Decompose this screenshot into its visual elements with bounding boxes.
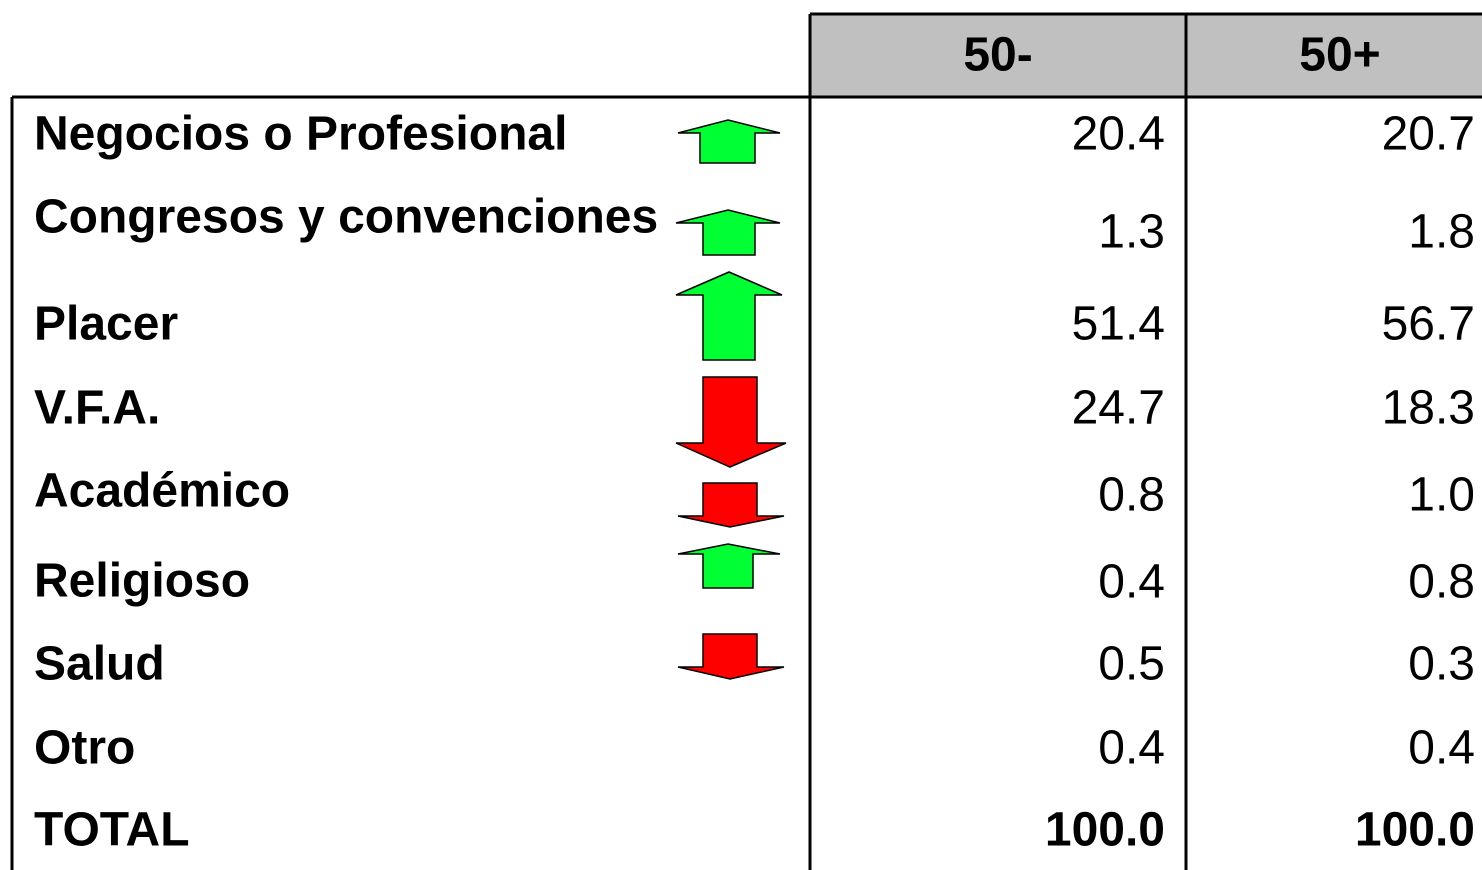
row-label: Placer (34, 298, 178, 351)
cell-value: 0.5 (1098, 638, 1165, 691)
cell-value: 0.4 (1098, 556, 1165, 609)
cell-value: 0.8 (1098, 469, 1165, 522)
row-label: Congresos y convenciones (34, 191, 658, 244)
header-background (810, 14, 1482, 97)
column-header: 50- (963, 29, 1032, 82)
arrow-up (677, 543, 781, 589)
row-label: TOTAL (34, 804, 190, 857)
row-label: Salud (34, 638, 165, 691)
row-label: Otro (34, 722, 135, 775)
row-label: V.F.A. (34, 382, 160, 435)
cell-value: 1.8 (1408, 206, 1475, 259)
arrows (675, 119, 787, 680)
cell-value: 100.0 (1045, 804, 1165, 857)
cell-value: 56.7 (1382, 298, 1475, 351)
arrow-down (677, 482, 785, 528)
cell-value: 18.3 (1382, 382, 1475, 435)
row-label: Negocios o Profesional (34, 108, 567, 161)
cell-value: 1.0 (1408, 469, 1475, 522)
arrow-down (675, 376, 787, 468)
table-borders (10, 12, 1482, 870)
cell-value: 100.0 (1355, 804, 1475, 857)
arrow-up (675, 209, 781, 256)
cell-value: 0.8 (1408, 556, 1475, 609)
row-label: Académico (34, 465, 290, 518)
column-header: 50+ (1299, 29, 1380, 82)
cell-value: 20.7 (1382, 108, 1475, 161)
arrow-up (675, 271, 783, 361)
cell-value: 24.7 (1072, 382, 1165, 435)
cell-value: 51.4 (1072, 298, 1165, 351)
row-label: Religioso (34, 555, 250, 608)
arrow-up (677, 119, 781, 164)
arrow-down (677, 633, 785, 680)
cell-value: 20.4 (1072, 108, 1165, 161)
cell-value: 0.3 (1408, 638, 1475, 691)
cell-value: 0.4 (1098, 722, 1165, 775)
cell-value: 0.4 (1408, 722, 1475, 775)
cell-value: 1.3 (1098, 206, 1165, 259)
